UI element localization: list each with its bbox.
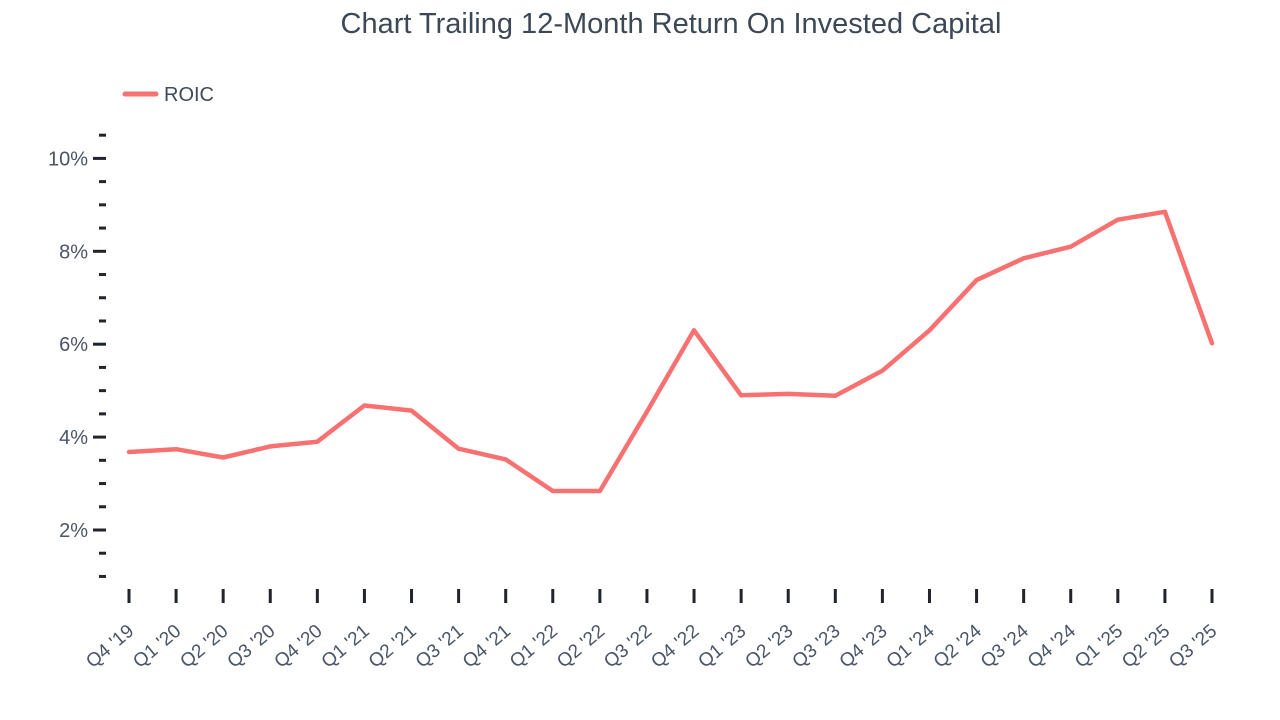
chart-title: Chart Trailing 12-Month Return On Invest… (341, 8, 1002, 40)
x-axis-label: Q4 '21 (459, 621, 515, 673)
y-axis-label: 8% (59, 241, 88, 263)
legend[interactable]: ROIC (122, 84, 214, 106)
x-axis-label: Q3 '24 (977, 620, 1033, 672)
x-axis-label: Q2 '23 (742, 621, 798, 673)
x-axis-label: Q3 '20 (224, 621, 280, 673)
x-axis-label: Q2 '21 (365, 621, 421, 673)
x-axis-label: Q4 '23 (836, 621, 892, 673)
series-line-roic[interactable] (126, 209, 1215, 494)
x-axis-label: Q3 '25 (1165, 621, 1221, 673)
x-axis-label: Q4 '19 (82, 621, 138, 673)
y-axis-label: 10% (48, 148, 88, 170)
x-axis-label: Q4 '20 (271, 621, 327, 673)
x-axis-label: Q2 '20 (176, 621, 232, 673)
x-axis-label: Q2 '22 (553, 621, 609, 673)
series-layer (126, 209, 1215, 494)
x-axis-label: Q3 '21 (412, 621, 468, 673)
x-axis-label: Q2 '24 (930, 620, 986, 672)
x-axis-label: Q3 '22 (600, 621, 656, 673)
x-axis-label: Q3 '23 (789, 621, 845, 673)
x-axis-label: Q1 '20 (129, 621, 185, 673)
x-axis-label: Q1 '25 (1071, 621, 1127, 673)
x-axis-label: Q1 '21 (318, 621, 374, 673)
x-axis-label: Q2 '25 (1118, 621, 1174, 673)
x-axis-label: Q1 '23 (694, 621, 750, 673)
x-axis-label: Q1 '22 (506, 621, 562, 673)
y-axis-label: 2% (59, 520, 88, 542)
legend-label-roic: ROIC (164, 84, 214, 106)
y-axis-label: 4% (59, 427, 88, 449)
x-axis-label: Q4 '24 (1024, 620, 1080, 672)
x-axis-label: Q1 '24 (883, 620, 939, 672)
y-axis: 2% 4% 6% 8% 10% (48, 133, 106, 578)
y-axis-label: 6% (59, 334, 88, 356)
x-axis-label: Q4 '22 (647, 621, 703, 673)
